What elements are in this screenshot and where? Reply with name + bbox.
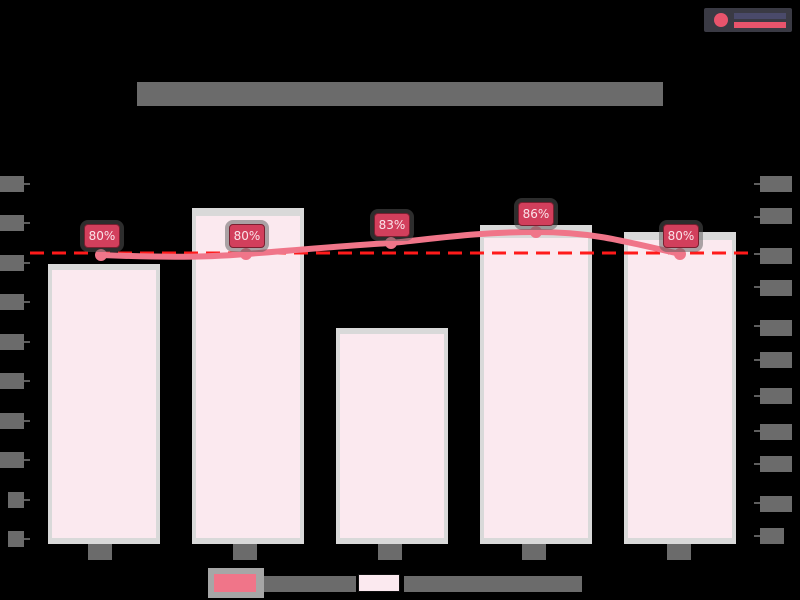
legend-label-bar[interactable] bbox=[404, 576, 582, 592]
chart-title bbox=[137, 82, 663, 106]
x-axis-tick-label bbox=[233, 544, 257, 560]
right-axis-tick-label bbox=[760, 248, 792, 264]
right-axis-tick-label bbox=[760, 424, 792, 440]
x-axis-tick-label bbox=[88, 544, 112, 560]
logo-wordmark-top bbox=[734, 13, 786, 19]
legend-swatch-bar[interactable] bbox=[358, 574, 400, 592]
data-label: 80% bbox=[84, 224, 120, 248]
left-axis-tick-label bbox=[0, 294, 24, 310]
left-axis-tick-label bbox=[0, 334, 24, 350]
x-axis-tick-label bbox=[522, 544, 546, 560]
left-axis-tick-label bbox=[0, 413, 24, 429]
left-axis-tick-label bbox=[0, 452, 24, 468]
right-axis-tick-label bbox=[760, 456, 792, 472]
legend-swatch-line[interactable] bbox=[208, 568, 264, 598]
right-axis-tick-label bbox=[760, 280, 792, 296]
bar-series bbox=[48, 208, 736, 544]
legend-label-line[interactable] bbox=[264, 576, 356, 592]
left-axis-tick-label bbox=[0, 215, 24, 231]
globe-icon bbox=[714, 13, 728, 27]
right-axis-tick-label bbox=[760, 320, 792, 336]
logo-wordmark-bottom bbox=[734, 22, 786, 28]
right-axis-tick-label bbox=[760, 528, 784, 544]
data-label: 83% bbox=[374, 213, 410, 237]
left-axis-tick-label bbox=[0, 373, 24, 389]
x-axis-tick-label bbox=[667, 544, 691, 560]
data-label: 80% bbox=[229, 224, 265, 248]
left-axis-tick-label bbox=[0, 176, 24, 192]
brand-logo bbox=[704, 8, 792, 32]
right-axis-tick-label bbox=[760, 208, 792, 224]
left-axis-tick-label bbox=[8, 531, 24, 547]
right-axis-tick-label bbox=[760, 496, 792, 512]
data-label: 80% bbox=[663, 224, 699, 248]
right-axis-tick-label bbox=[760, 388, 792, 404]
data-label: 86% bbox=[518, 202, 554, 226]
right-axis-tick-label bbox=[760, 176, 792, 192]
x-axis-tick-label bbox=[378, 544, 402, 560]
left-axis-tick-label bbox=[8, 492, 24, 508]
right-axis-tick-label bbox=[760, 352, 792, 368]
left-axis-tick-label bbox=[0, 255, 24, 271]
